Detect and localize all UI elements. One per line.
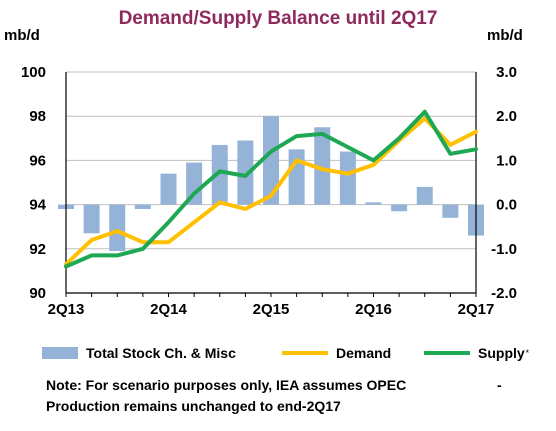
x-tick-label: 2Q17 [458,301,495,318]
bar [109,204,126,252]
bar [339,151,356,205]
bar [314,127,331,205]
bar [263,116,279,205]
y-right-tick-label: 1.0 [496,152,517,169]
x-tick-label: 2Q16 [355,301,392,318]
bar [134,204,151,210]
bar [237,140,254,205]
x-tick-label: 2Q15 [253,301,290,318]
bar [211,144,228,205]
y-left-tick-label: 90 [29,285,46,302]
legend-swatch-supply [424,351,470,355]
bar [288,149,305,205]
y-left-tick-label: 94 [29,197,46,214]
legend-swatch-stock [42,347,78,359]
y-left-tick-label: 100 [21,64,46,81]
footnote-line-1: Note: For scenario purposes only, IEA as… [46,377,407,393]
y-right-tick-label: -2.0 [491,285,517,302]
bar [83,204,100,234]
legend-label-supply: Supply [478,345,525,361]
footnote: Note: For scenario purposes only, IEA as… [46,375,546,417]
y-right-tick-label: 0.0 [496,197,517,214]
legend-item-stock: Total Stock Ch. & Misc [42,345,236,361]
bar [160,173,177,205]
x-tick-label: 2Q13 [48,301,85,318]
y-right-tick-label: 2.0 [496,108,517,125]
chart-legend: Total Stock Ch. & Misc Demand Supply * [42,345,542,365]
y-left-tick-label: 96 [29,152,46,169]
bar [416,186,433,205]
y-left-tick-label: 98 [29,108,46,125]
chart-title: Demand/Supply Balance until 2Q17 [118,8,438,29]
legend-item-supply: Supply * [424,345,529,361]
series-line-supply [64,109,478,269]
right-axis-unit: mb/d [487,27,523,44]
footnote-line-2: Production remains unchanged to end-2Q17 [46,398,341,414]
y-right-tick-label: -1.0 [491,241,517,258]
legend-label-stock: Total Stock Ch. & Misc [86,345,236,361]
legend-swatch-demand [282,351,328,355]
y-left-tick-label: 92 [29,241,46,258]
legend-label-demand: Demand [336,345,392,361]
bar [365,202,382,205]
legend-supply-asterisk: * [525,348,530,358]
y-right-tick-label: 3.0 [496,64,517,81]
bar [391,204,408,212]
footnote-dash: - [497,377,502,393]
bar [442,204,459,218]
bar [186,162,203,205]
legend-item-demand: Demand [282,345,391,361]
series-line-demand [64,116,478,267]
left-axis-unit: mb/d [4,27,40,44]
x-tick-label: 2Q14 [150,301,187,318]
